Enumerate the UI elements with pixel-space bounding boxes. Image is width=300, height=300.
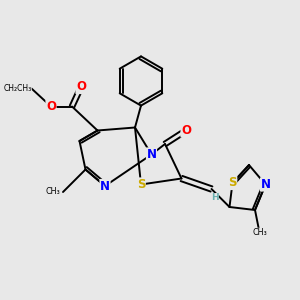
Text: H: H (211, 194, 218, 202)
Text: S: S (228, 176, 237, 190)
Text: N: N (146, 148, 157, 161)
Text: O: O (181, 124, 191, 137)
Text: N: N (100, 179, 110, 193)
Text: O: O (76, 80, 86, 94)
Text: CH₃: CH₃ (45, 188, 60, 196)
Text: CH₂CH₃: CH₂CH₃ (3, 84, 32, 93)
Text: S: S (137, 178, 145, 191)
Text: CH₃: CH₃ (252, 228, 267, 237)
Text: N: N (260, 178, 271, 191)
Text: O: O (46, 100, 56, 113)
